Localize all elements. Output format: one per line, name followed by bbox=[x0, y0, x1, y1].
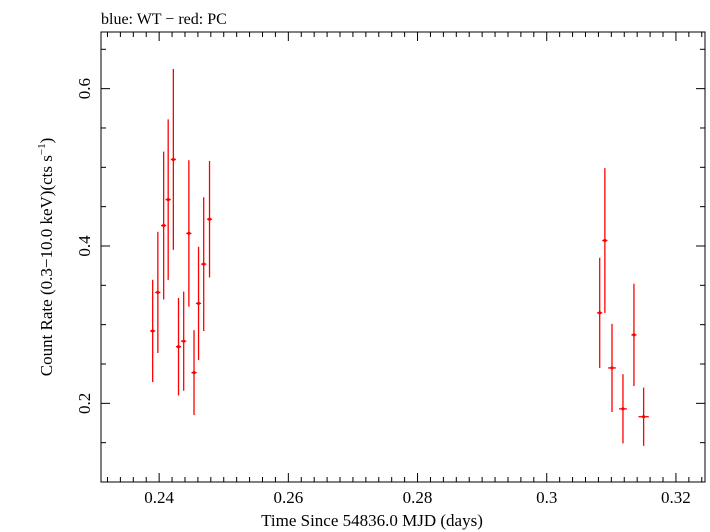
point-marker bbox=[610, 366, 614, 370]
data-point bbox=[191, 330, 197, 416]
data-point bbox=[631, 283, 637, 387]
point-marker bbox=[202, 262, 206, 266]
point-marker bbox=[632, 333, 636, 337]
point-marker bbox=[182, 339, 186, 343]
x-tick-label: 0.24 bbox=[144, 488, 174, 507]
point-marker bbox=[156, 290, 160, 295]
data-point bbox=[206, 161, 213, 278]
data-point bbox=[170, 68, 176, 250]
data-point bbox=[175, 297, 182, 396]
data-point bbox=[186, 160, 192, 307]
y-axis-label: Count Rate (0.3−10.0 keV)(cts s−1) bbox=[36, 138, 56, 377]
x-tick-label: 0.26 bbox=[273, 488, 303, 507]
chart-title: blue: WT − red: PC bbox=[101, 11, 227, 28]
data-point bbox=[195, 246, 202, 361]
x-tick-label: 0.28 bbox=[403, 488, 433, 507]
data-point bbox=[161, 151, 167, 300]
point-marker bbox=[598, 311, 602, 315]
point-marker bbox=[151, 329, 155, 333]
data-point bbox=[150, 279, 156, 383]
point-marker bbox=[187, 231, 191, 235]
y-tick-label: 0.6 bbox=[75, 78, 94, 99]
data-point bbox=[201, 197, 207, 331]
data-point bbox=[597, 257, 603, 368]
point-marker bbox=[196, 301, 201, 306]
y-axis-label-superscript: −1 bbox=[36, 143, 48, 155]
x-axis-label: Time Since 54836.0 MJD (days) bbox=[261, 511, 483, 530]
data-points bbox=[150, 68, 649, 446]
axis-ticks bbox=[101, 32, 705, 483]
point-marker bbox=[603, 238, 607, 243]
y-axis-label-close: ) bbox=[37, 138, 56, 144]
x-tick-label: 0.32 bbox=[661, 488, 691, 507]
point-marker bbox=[642, 415, 646, 419]
data-point bbox=[638, 387, 649, 446]
data-point bbox=[181, 291, 187, 391]
point-marker bbox=[176, 345, 181, 349]
y-tick-label: 0.4 bbox=[75, 235, 94, 257]
x-tick-label: 0.3 bbox=[536, 488, 557, 507]
y-tick-label: 0.2 bbox=[75, 393, 94, 414]
point-marker bbox=[192, 371, 196, 375]
plot-frame bbox=[100, 31, 706, 483]
point-marker bbox=[207, 217, 212, 221]
point-marker bbox=[162, 223, 166, 228]
data-point bbox=[155, 231, 161, 353]
point-marker bbox=[171, 157, 175, 162]
data-point bbox=[608, 323, 616, 412]
point-marker bbox=[621, 407, 625, 411]
axis-tick-labels: 0.24 0.26 0.28 0.3 0.32 0.2 0.4 0.6 bbox=[75, 78, 691, 507]
data-point bbox=[602, 168, 608, 313]
y-axis-label-main: Count Rate (0.3−10.0 keV)(cts s bbox=[37, 155, 56, 376]
point-marker bbox=[166, 197, 170, 202]
data-point bbox=[619, 374, 627, 444]
data-point bbox=[165, 119, 171, 280]
